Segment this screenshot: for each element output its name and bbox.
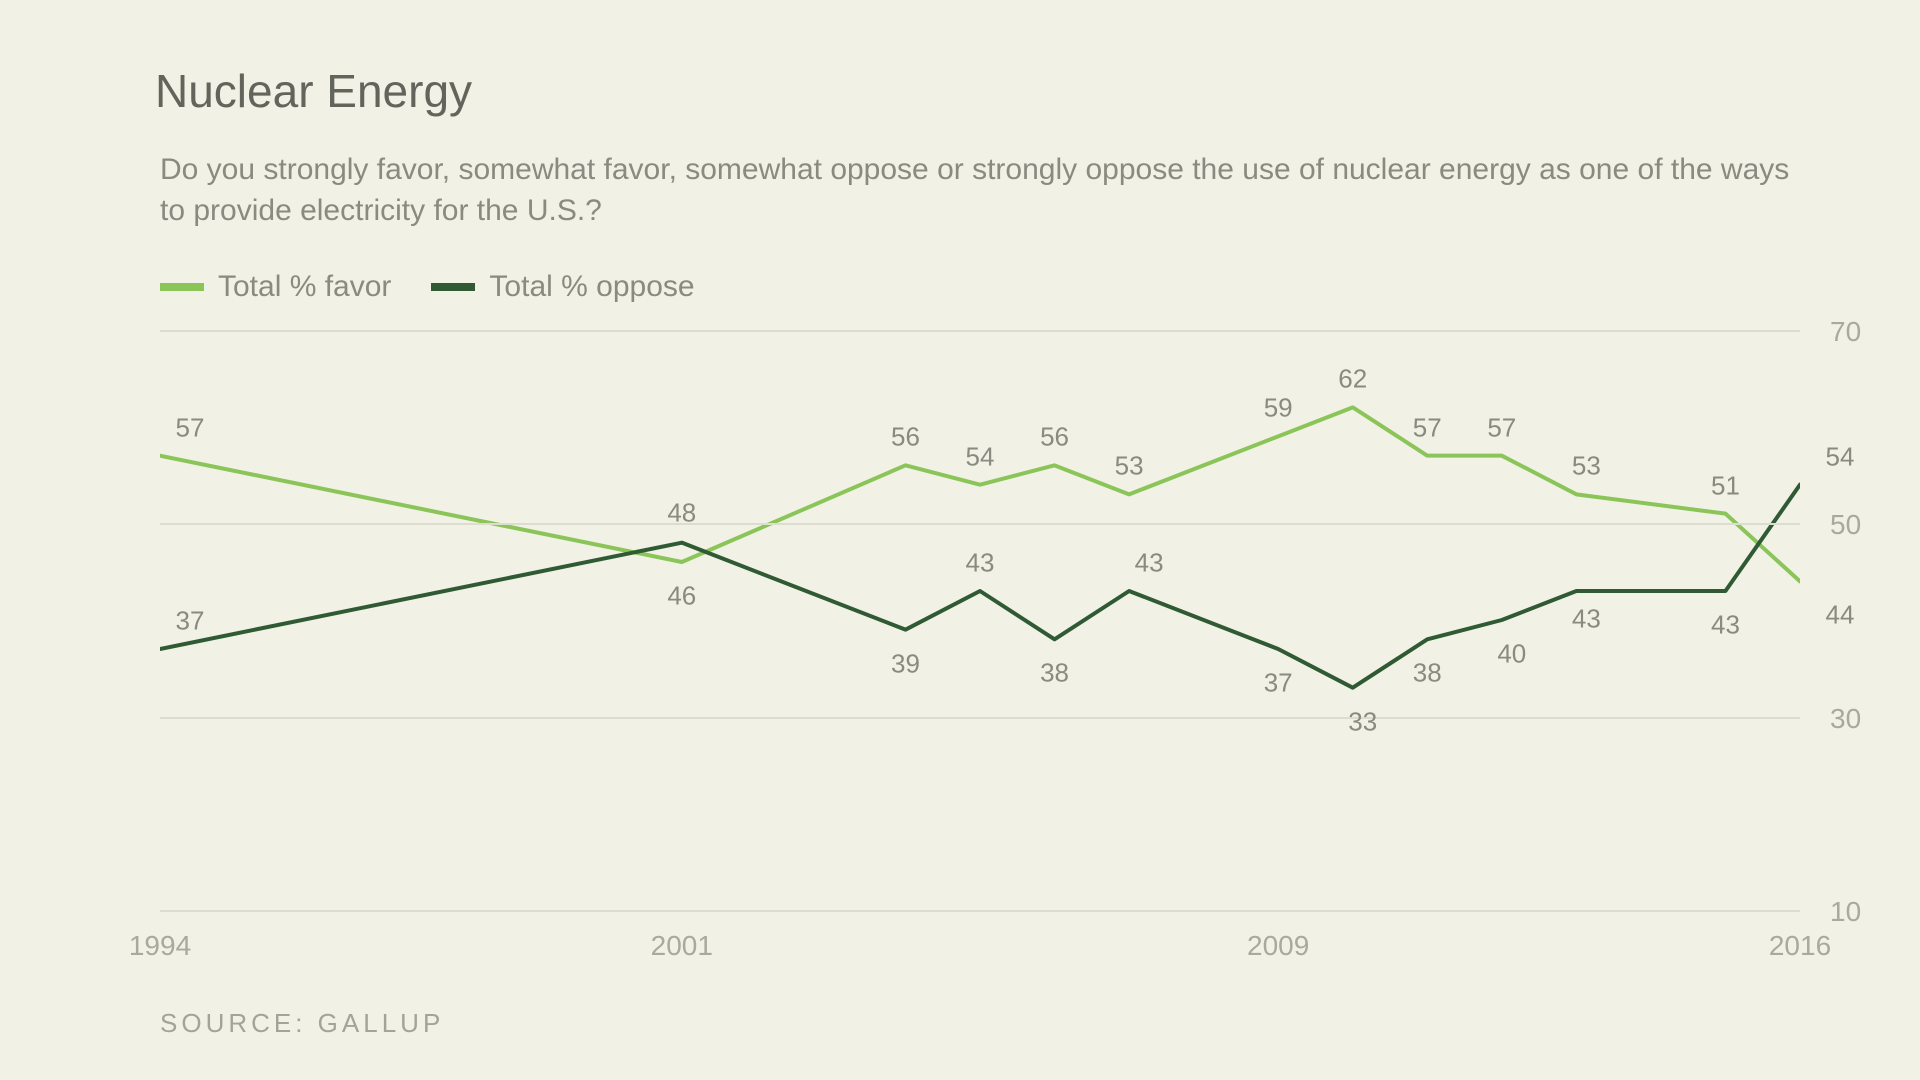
chart-card: Nuclear Energy Do you strongly favor, so…: [60, 20, 1860, 1060]
data-label-favor: 53: [1572, 451, 1601, 482]
gridline: [160, 330, 1800, 332]
y-axis-tick: 10: [1830, 896, 1861, 928]
data-label-favor: 56: [891, 422, 920, 453]
data-label-oppose: 43: [1711, 610, 1740, 641]
data-label-favor: 57: [1413, 412, 1442, 443]
legend-item-oppose: Total % oppose: [431, 270, 694, 304]
data-label-oppose: 40: [1497, 639, 1526, 670]
chart-subtitle: Do you strongly favor, somewhat favor, s…: [160, 150, 1800, 231]
data-label-oppose: 43: [1572, 604, 1601, 635]
data-label-favor: 57: [1487, 412, 1516, 443]
x-axis-tick: 2009: [1247, 930, 1309, 962]
legend: Total % favor Total % oppose: [160, 270, 695, 304]
data-label-favor: 51: [1711, 470, 1740, 501]
data-label-oppose: 38: [1413, 658, 1442, 689]
gridline: [160, 717, 1800, 719]
data-label-oppose: 43: [966, 548, 995, 579]
data-label-favor: 62: [1338, 364, 1367, 395]
data-label-oppose: 33: [1348, 706, 1377, 737]
canvas: Nuclear Energy Do you strongly favor, so…: [0, 0, 1920, 1080]
data-label-oppose: 38: [1040, 658, 1069, 689]
chart-title: Nuclear Energy: [155, 64, 472, 118]
gridline: [160, 910, 1800, 912]
data-label-oppose: 37: [1264, 668, 1293, 699]
legend-swatch-favor: [160, 283, 204, 291]
data-label-favor: 57: [176, 412, 205, 443]
y-axis-tick: 70: [1830, 316, 1861, 348]
x-axis-tick: 2001: [651, 930, 713, 962]
chart-area: 1030507019942001200920165746565456535962…: [160, 330, 1800, 910]
series-line-oppose: [160, 485, 1800, 688]
data-label-oppose: 37: [176, 606, 205, 637]
legend-label-favor: Total % favor: [218, 270, 391, 304]
chart-svg: [160, 330, 1800, 910]
legend-item-favor: Total % favor: [160, 270, 391, 304]
gridline: [160, 523, 1800, 525]
data-label-favor: 53: [1115, 451, 1144, 482]
data-label-favor: 44: [1826, 600, 1855, 631]
data-label-favor: 46: [667, 581, 696, 612]
x-axis-tick: 1994: [129, 930, 191, 962]
data-label-favor: 54: [966, 441, 995, 472]
data-label-oppose: 43: [1135, 548, 1164, 579]
y-axis-tick: 30: [1830, 703, 1861, 735]
data-label-oppose: 48: [667, 497, 696, 528]
x-axis-tick: 2016: [1769, 930, 1831, 962]
source-attribution: SOURCE: GALLUP: [160, 1008, 444, 1039]
data-label-oppose: 54: [1826, 441, 1855, 472]
legend-swatch-oppose: [431, 283, 475, 291]
legend-label-oppose: Total % oppose: [489, 270, 694, 304]
data-label-favor: 56: [1040, 422, 1069, 453]
data-label-favor: 59: [1264, 393, 1293, 424]
y-axis-tick: 50: [1830, 509, 1861, 541]
data-label-oppose: 39: [891, 648, 920, 679]
